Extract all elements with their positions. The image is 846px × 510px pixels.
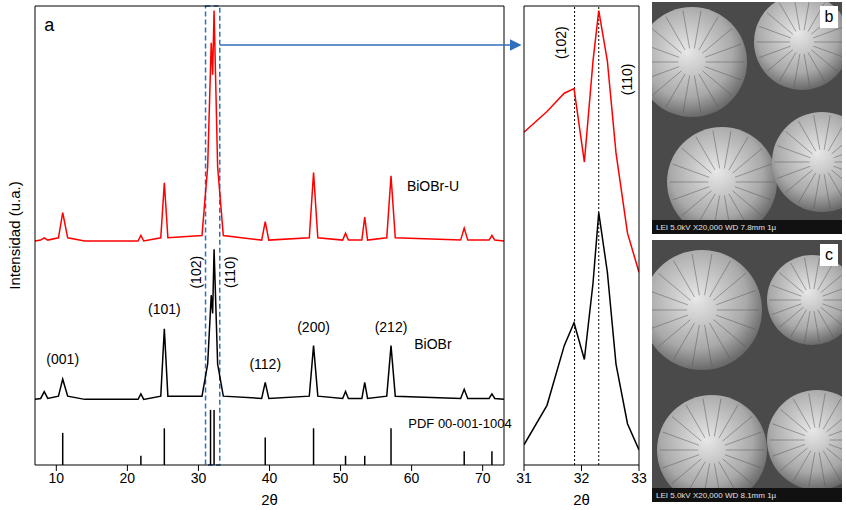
svg-text:(212): (212) [375, 319, 408, 335]
svg-text:(102): (102) [553, 26, 569, 59]
svg-text:(110): (110) [222, 256, 238, 288]
svg-text:BiOBr: BiOBr [414, 336, 452, 352]
svg-text:2θ: 2θ [573, 491, 590, 508]
svg-text:(112): (112) [249, 356, 281, 372]
svg-text:a: a [44, 15, 55, 35]
svg-text:20: 20 [120, 470, 136, 486]
svg-text:70: 70 [475, 470, 491, 486]
svg-text:(102): (102) [188, 256, 204, 289]
svg-text:40: 40 [262, 470, 278, 486]
svg-text:30: 30 [191, 470, 207, 486]
svg-text:LEI 5.0kV X20,000 WD 8.1mm 1µ: LEI 5.0kV X20,000 WD 8.1mm 1µ [656, 491, 777, 500]
svg-text:33: 33 [631, 470, 647, 486]
svg-text:PDF 00-001-1004: PDF 00-001-1004 [408, 416, 511, 431]
svg-text:(110): (110) [619, 64, 635, 96]
svg-text:BiOBr-U: BiOBr-U [407, 178, 459, 194]
svg-text:c: c [825, 246, 833, 263]
svg-text:31: 31 [516, 470, 532, 486]
svg-text:2θ: 2θ [261, 491, 278, 508]
svg-text:(001): (001) [46, 351, 79, 367]
svg-text:(200): (200) [297, 319, 330, 335]
svg-text:50: 50 [333, 470, 349, 486]
svg-text:(101): (101) [148, 301, 181, 317]
svg-text:32: 32 [574, 470, 590, 486]
svg-text:Intensidad (u.a.): Intensidad (u.a.) [6, 181, 23, 289]
svg-text:b: b [825, 8, 834, 25]
svg-text:60: 60 [404, 470, 420, 486]
svg-text:10: 10 [49, 470, 65, 486]
svg-text:LEI 5.0kV X20,000 WD 7.8mm 1µ: LEI 5.0kV X20,000 WD 7.8mm 1µ [656, 223, 777, 232]
